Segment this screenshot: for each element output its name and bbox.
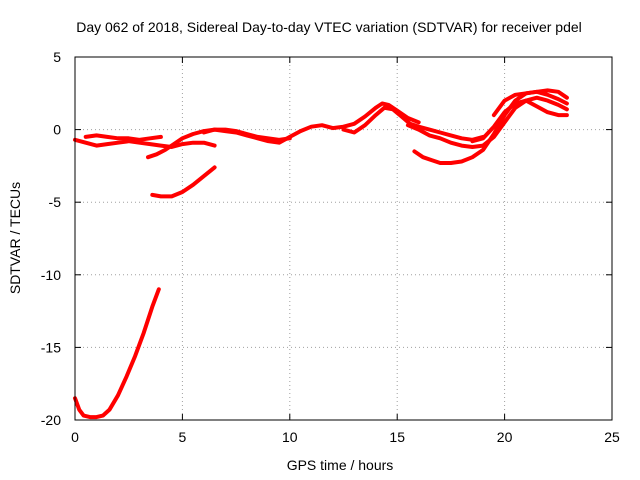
series-line-arc-4 [83, 133, 163, 142]
x-tick-label: 10 [282, 429, 298, 445]
grid [75, 57, 612, 420]
series-line-arc-5 [146, 127, 292, 160]
axes: 0 5 10 15 20 25 5 0 -5 -10 -15 -20 [41, 49, 620, 445]
series-line-arc-1 [73, 287, 161, 420]
x-tick-label: 0 [71, 429, 79, 445]
x-tick-label: 20 [497, 429, 513, 445]
x-tick-label: 5 [179, 429, 187, 445]
y-tick-label: -15 [41, 339, 61, 355]
chart-title: Day 062 of 2018, Sidereal Day-to-day VTE… [76, 19, 582, 35]
y-tick-label: -20 [41, 412, 61, 428]
plot-frame [74, 56, 613, 421]
x-axis-label: GPS time / hours [287, 457, 394, 473]
y-axis-label: SDTVAR / TECUs [7, 182, 23, 294]
y-tick-label: 5 [53, 49, 61, 65]
series-line-arc-3 [73, 137, 217, 149]
y-tick-label: 0 [53, 122, 61, 138]
series-line-arc-11 [491, 88, 569, 118]
x-tick-label: 25 [604, 429, 620, 445]
series-line-arc-8 [405, 95, 569, 149]
y-tick-label: -5 [49, 194, 62, 210]
series-line-arc-2 [150, 165, 217, 199]
series-line-arc-9 [412, 89, 569, 165]
y-tick-label: -10 [41, 267, 61, 283]
x-tick-label: 15 [389, 429, 405, 445]
series-line-arc-7 [341, 105, 486, 142]
series-line-arc-10 [470, 98, 569, 144]
series-layer [73, 88, 569, 420]
series-line-arc-6 [201, 101, 421, 145]
